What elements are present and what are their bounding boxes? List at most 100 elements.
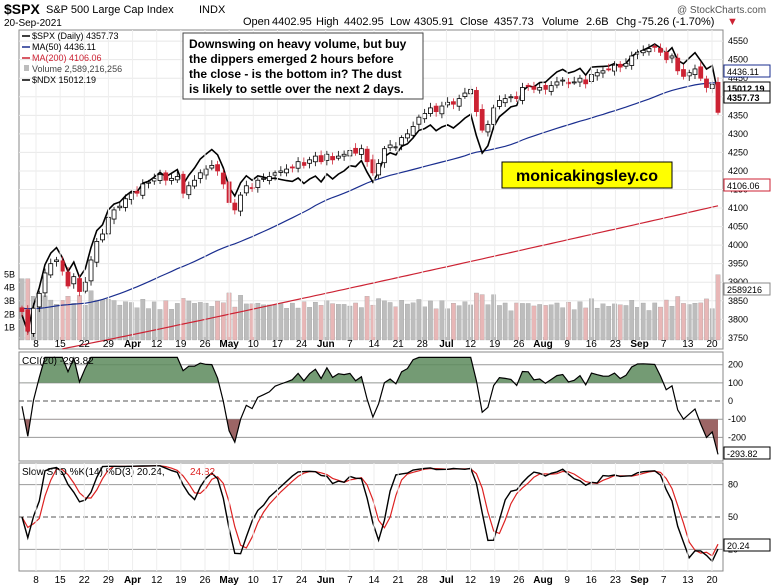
cci-tick-label: 100 (728, 378, 743, 388)
candle-body (324, 153, 330, 161)
volume-bar (157, 309, 163, 341)
candle-body (272, 172, 278, 176)
volume-bar (42, 295, 48, 341)
cci-tick-label: 200 (728, 360, 743, 370)
volume-bar (577, 301, 583, 341)
volume-bar (560, 307, 566, 341)
x-label: 12 (151, 339, 163, 350)
volume-bars (19, 274, 721, 341)
x-label: 20 (706, 339, 718, 350)
volume-bar (77, 295, 82, 341)
x-label: 17 (272, 339, 284, 350)
candle-body (537, 87, 543, 91)
candle-body (186, 185, 192, 196)
candle-body (502, 98, 508, 104)
volume-bar (439, 300, 445, 341)
low-label: Low (390, 16, 410, 28)
volume-bar (681, 303, 686, 341)
volume-bar (502, 302, 508, 341)
x-label-bottom: 7 (347, 575, 353, 586)
candle-body (422, 113, 428, 120)
candle-body (289, 166, 295, 169)
candle-body (174, 176, 180, 181)
x-label-bottom: Apr (124, 575, 141, 586)
x-label: 7 (661, 339, 667, 350)
volume-bar (249, 303, 255, 341)
x-label: 16 (586, 339, 598, 350)
candle-body (635, 51, 640, 55)
candle-body (531, 86, 537, 90)
volume-bar (652, 302, 658, 341)
x-label-bottom: 13 (682, 575, 694, 586)
volume-bar (123, 301, 128, 341)
candle-body (543, 85, 548, 90)
ohlc-bar: Open 4402.95 High 4402.95 Low 4305.91 Cl… (243, 16, 738, 28)
candle-body (318, 155, 324, 163)
price-tick-label: 4550 (728, 36, 748, 46)
ma200-value-tag-box (723, 178, 771, 192)
volume-bar (474, 292, 479, 341)
volume-bar (399, 300, 404, 341)
x-label-bottom: 12 (465, 575, 477, 586)
volume-tick-label: 5B (4, 269, 15, 279)
candle-body (669, 55, 675, 59)
volume-bar (71, 303, 77, 341)
stochastic-tick-label: 50 (728, 512, 738, 522)
x-label-bottom: 29 (103, 575, 115, 586)
cci-tick-label: -200 (728, 432, 746, 442)
candle-body (474, 90, 479, 113)
high-value: 4402.95 (344, 16, 384, 28)
candle-body (203, 168, 209, 176)
volume-bar (704, 298, 709, 341)
candle-body (341, 153, 347, 157)
stochastic-k-line (21, 465, 719, 563)
price-tick-label: 4450 (728, 73, 748, 83)
x-label-bottom: 10 (248, 575, 260, 586)
volume-bar (266, 304, 272, 341)
price-tick-label: 4200 (728, 166, 748, 176)
candle-body (301, 162, 307, 166)
candle-body (134, 190, 140, 194)
candle-body (393, 146, 399, 149)
x-label: Sep (630, 339, 648, 350)
candle-body (94, 241, 100, 263)
volume-bar (387, 302, 393, 341)
volume-tick-label: 4B (4, 283, 15, 293)
volume-bar (174, 303, 180, 341)
cci-tick-label: -100 (728, 414, 746, 424)
volume-bar (663, 299, 669, 341)
candlesticks (19, 43, 721, 337)
volume-bar (324, 300, 330, 341)
price-legend: $SPX (Daily) 4357.73 MA(50) 4436.11 MA(2… (22, 31, 122, 85)
candle-body (623, 62, 629, 67)
annotation-box (182, 32, 424, 100)
candle-body (520, 87, 525, 101)
candle-body (255, 179, 261, 188)
volume-bar (445, 308, 451, 341)
x-label: 12 (465, 339, 477, 350)
candle-body (485, 124, 491, 133)
close-value-tag-box (723, 90, 771, 104)
volume-bar (307, 307, 312, 341)
volume-bar (48, 299, 54, 341)
ma50-line (21, 82, 719, 310)
price-tick-label: 3850 (728, 296, 748, 306)
candle-body (571, 81, 577, 84)
candle-body (681, 69, 686, 77)
legend-price: $SPX (Daily) 4357.73 (32, 31, 119, 41)
cci-positive-fill (22, 357, 718, 383)
volume-bar (313, 301, 318, 341)
x-label-bottom: 7 (661, 575, 667, 586)
legend-swatch-volume (24, 65, 29, 71)
candle-body (220, 172, 226, 185)
x-label-bottom: 14 (368, 575, 380, 586)
candle-body (497, 100, 502, 107)
x-label-bottom: Jun (317, 575, 335, 586)
low-value: 4305.91 (414, 16, 454, 28)
volume-bar (169, 309, 174, 341)
candle-body (554, 81, 560, 86)
volume-value-tag: 2589216 (727, 285, 762, 295)
x-label-bottom: 19 (175, 575, 187, 586)
candle-body (54, 259, 59, 262)
